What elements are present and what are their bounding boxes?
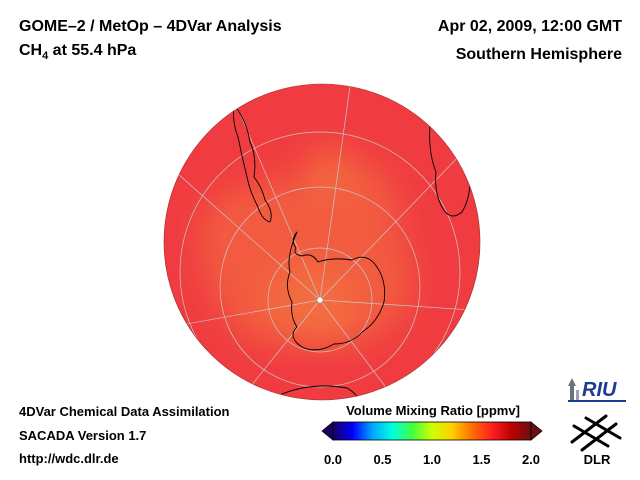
colorbar xyxy=(321,421,543,441)
colorbar-tick-label: 0.0 xyxy=(323,452,343,467)
colorbar-tick-label: 2.0 xyxy=(521,452,541,467)
colorbar-title: Volume Mixing Ratio [ppmv] xyxy=(346,403,520,418)
riu-logo: RIU xyxy=(568,378,626,402)
species-formula: CH xyxy=(19,42,43,59)
southern-hemisphere-globe xyxy=(163,83,481,401)
dlr-logo-text: DLR xyxy=(584,452,611,467)
colorbar-min-arrow xyxy=(321,421,334,441)
version-label: SACADA Version 1.7 xyxy=(19,428,147,443)
colorbar-max-arrow xyxy=(530,421,543,441)
south-america-coast xyxy=(233,103,272,223)
colorbar-tick-label: 1.5 xyxy=(472,452,491,467)
australia-coast xyxy=(281,385,359,400)
analysis-datetime: Apr 02, 2009, 12:00 GMT xyxy=(437,18,622,35)
riu-logo-text: RIU xyxy=(582,379,617,401)
antarctica-coast xyxy=(287,231,386,351)
colorbar-tick-label: 0.5 xyxy=(373,452,392,467)
colorbar-tick-label: 1.0 xyxy=(422,452,442,467)
species-level-label: CH4 at 55.4 hPa xyxy=(19,42,136,62)
colorbar-gradient xyxy=(332,421,532,441)
globe-outline xyxy=(163,83,481,401)
south-pole-marker xyxy=(316,296,324,304)
hemisphere-label: Southern Hemisphere xyxy=(455,46,622,63)
source-url[interactable]: http://wdc.dlr.de xyxy=(19,451,119,466)
assimilation-label: 4DVar Chemical Data Assimilation xyxy=(19,404,230,419)
species-subscript: 4 xyxy=(42,50,49,63)
dlr-logo: DLR xyxy=(570,414,622,467)
map-title: GOME–2 / MetOp – 4DVar Analysis xyxy=(19,18,282,35)
pressure-level: at 55.4 hPa xyxy=(48,42,137,59)
